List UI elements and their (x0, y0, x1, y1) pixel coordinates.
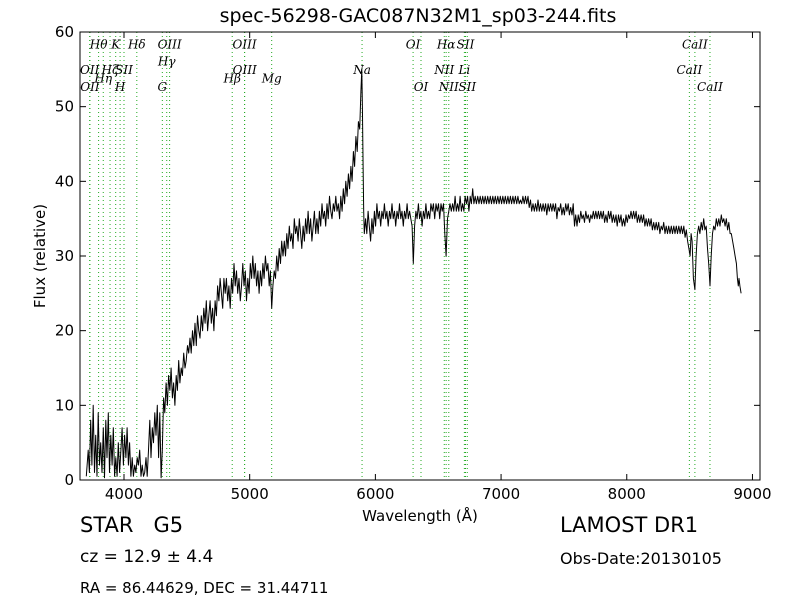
plot-frame (79, 31, 761, 481)
spectral-line-label: OI (414, 80, 429, 94)
spectral-line-label: NII (438, 80, 459, 94)
spectral-line-label: Hζ (101, 63, 120, 77)
x-tick-label: 5000 (231, 485, 269, 503)
chart-title: spec-56298-GAC087N32M1_sp03-244.fits (219, 5, 617, 27)
spectral-line-label: OII (80, 80, 100, 94)
spectral-line-label: OIII (158, 38, 182, 52)
y-tick-label: 50 (55, 98, 74, 116)
survey-name: LAMOST DR1 (560, 513, 699, 537)
y-axis-ticks: 0 10 20 30 40 50 60 (55, 23, 760, 489)
spectral-line-label: Hθ (89, 38, 108, 52)
object-class: STAR G5 (80, 513, 183, 537)
spectral-line-markers (89, 32, 711, 480)
spectral-line-label: H (114, 80, 126, 94)
y-tick-label: 30 (55, 247, 74, 265)
obs-date: Obs-Date:20130105 (560, 549, 722, 568)
spectral-line-label: Hβ (223, 72, 241, 86)
spectral-line-label: G (158, 80, 168, 94)
spectral-line-label: CaII (682, 38, 708, 52)
object-class-value: STAR (80, 513, 134, 537)
spectral-line-label: OII (80, 63, 100, 77)
spectrum-line (85, 68, 742, 479)
spectral-line-label: K (110, 38, 121, 52)
x-tick-label: 4000 (105, 485, 143, 503)
spectral-line-label: SII (457, 38, 475, 52)
spectral-line-label: OIII (233, 38, 257, 52)
spectral-line-label: SII (458, 80, 476, 94)
spectral-line-label: Hγ (157, 55, 176, 69)
spectral-line-label: Hη (93, 72, 112, 86)
spectral-line-label: Li (457, 63, 470, 77)
x-tick-label: 7000 (482, 485, 520, 503)
spectral-line-label: OI (406, 38, 421, 52)
y-tick-label: 40 (55, 172, 74, 190)
y-axis-label: Flux (relative) (31, 204, 49, 308)
x-tick-label: 8000 (608, 485, 646, 503)
subclass-value: G5 (153, 513, 184, 537)
y-tick-label: 10 (55, 396, 74, 414)
y-tick-label: 20 (55, 322, 74, 340)
y-tick-label: 0 (64, 471, 74, 489)
spectral-line-label: Hα (436, 38, 456, 52)
ra-dec: RA = 86.44629, DEC = 31.44711 (80, 579, 329, 597)
x-axis-label: Wavelength (Å) (362, 506, 478, 525)
x-tick-label: 6000 (356, 485, 394, 503)
x-tick-label: 9000 (733, 485, 771, 503)
y-tick-label: 60 (55, 23, 74, 41)
spectral-line-label: Hδ (127, 38, 146, 52)
spectral-line-label: NII (433, 63, 454, 77)
spectral-line-label: CaII (676, 63, 702, 77)
redshift-cz: cz = 12.9 ± 4.4 (80, 547, 214, 567)
spectral-line-label: CaII (697, 80, 723, 94)
spectral-line-label: SII (115, 63, 133, 77)
x-axis-ticks: 4000 5000 6000 7000 8000 9000 (105, 32, 772, 503)
spectral-line-label: OIII (233, 63, 257, 77)
spectral-line-label: Mg (261, 72, 282, 86)
